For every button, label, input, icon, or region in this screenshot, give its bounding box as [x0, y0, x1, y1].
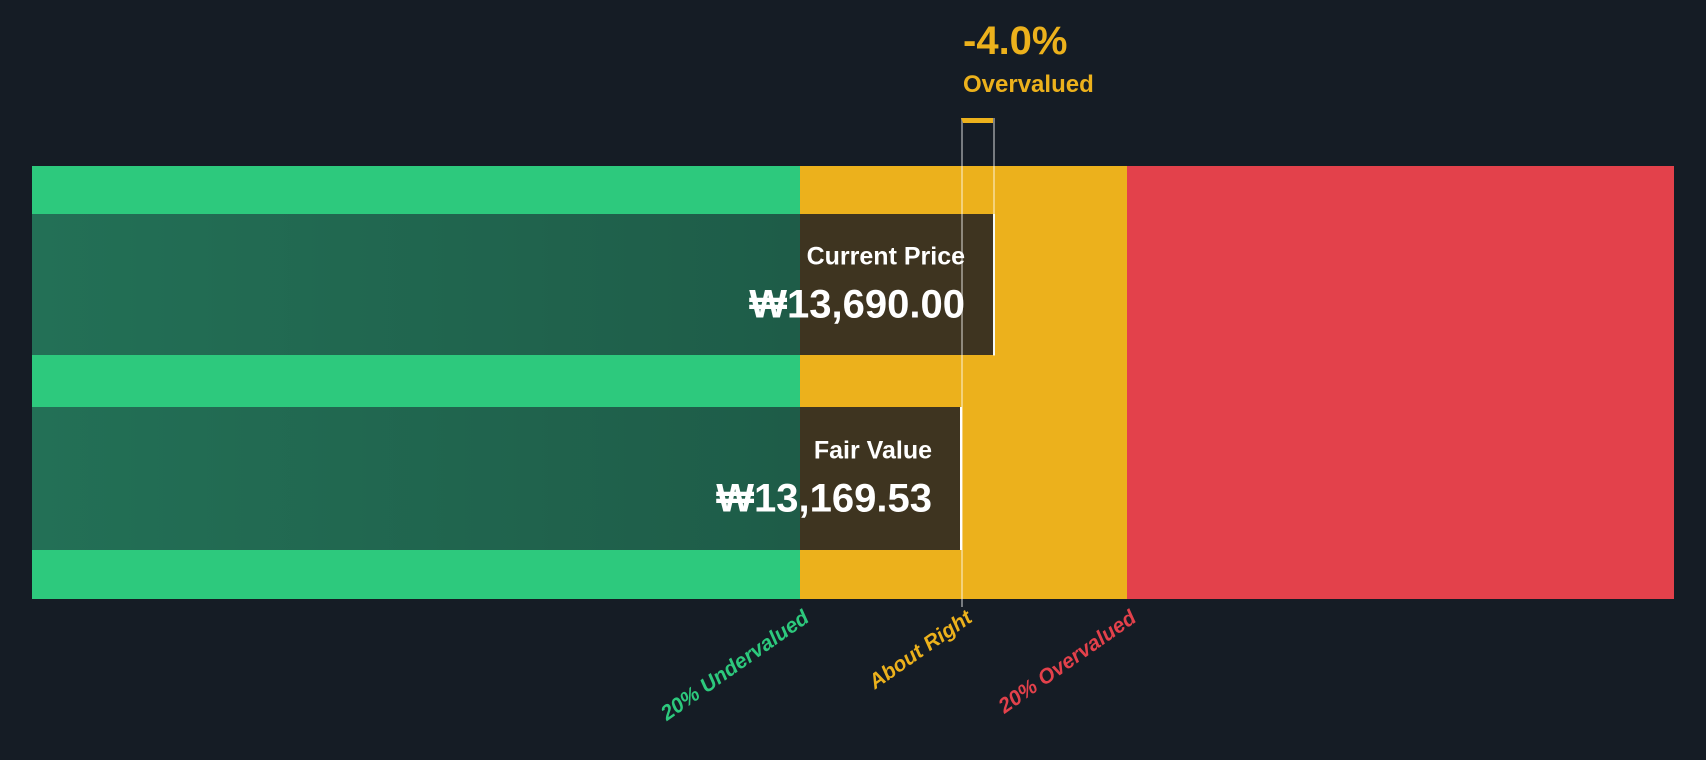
fair-value-to-price-marker: [961, 118, 993, 607]
fair-value-bar: Fair Value ₩13,169.53: [32, 407, 962, 550]
discount-percent: -4.0%: [963, 19, 1068, 63]
current-price-value: ₩13,690.00: [749, 282, 965, 327]
current-price-bar: Current Price ₩13,690.00: [32, 214, 995, 355]
discount-status: Overvalued: [963, 71, 1094, 98]
axis-label-undervalued: 20% Undervalued: [656, 606, 814, 726]
current-price-marker-line: [993, 118, 995, 356]
discount-badge: -4.0% Overvalued: [963, 20, 1094, 99]
zone-overvalued: [1127, 166, 1674, 599]
current-price-label: Current Price: [806, 241, 965, 270]
axis-label-about-right: About Right: [864, 606, 977, 694]
axis-label-overvalued: 20% Overvalued: [994, 606, 1141, 718]
fair-value-label: Fair Value: [813, 435, 932, 464]
fair-value-value: ₩13,169.53: [716, 476, 932, 521]
current-price-text: Current Price ₩13,690.00: [749, 241, 965, 327]
fair-value-text: Fair Value ₩13,169.53: [716, 435, 932, 521]
